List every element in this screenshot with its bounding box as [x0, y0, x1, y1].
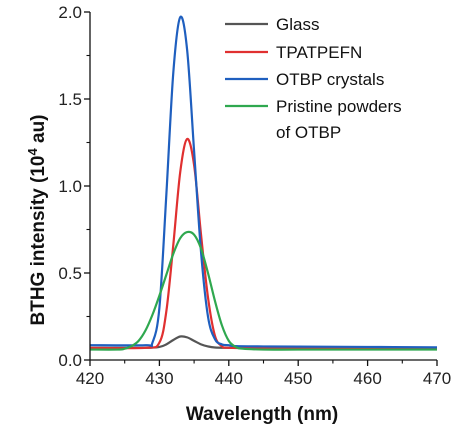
x-tick-label: 430 — [145, 369, 173, 388]
x-tick-label: 460 — [353, 369, 381, 388]
y-axis-title: BTHG intensity (104 au) — [25, 115, 50, 326]
legend-label-glass: Glass — [276, 15, 319, 34]
x-tick-label: 440 — [215, 369, 243, 388]
series-line-tpatpefn — [90, 137, 437, 350]
y-tick-label: 0.5 — [58, 264, 82, 283]
axes-layer — [89, 12, 437, 361]
y-axis-title-sup: 4 — [25, 148, 40, 156]
y-tick-label: 1.0 — [58, 177, 82, 196]
x-axis-title: Wavelength (nm) — [186, 404, 338, 425]
y-tick-label: 0.0 — [58, 351, 82, 370]
series-layer — [90, 15, 437, 351]
x-tick-label: 450 — [284, 369, 312, 388]
legend-label-pristine-powders: Pristine powders — [276, 97, 402, 116]
y-axis-title-main: BTHG intensity (10 — [28, 156, 49, 326]
series-line-pristine-powders-of-otbp — [90, 230, 437, 351]
legend-label-otbp-crystals: OTBP crystals — [276, 70, 384, 89]
ticks-layer: 420 430 440 450 460 470 0.0 0.5 1.0 1.5 2.0 — [58, 3, 451, 388]
y-axis-title-unit: au) — [28, 115, 49, 149]
y-tick-label: 1.5 — [58, 90, 82, 109]
series-line-otbp-crystals — [90, 15, 437, 349]
legend: Glass TPATPEFN OTBP crystals Pristine powde… — [225, 15, 402, 142]
x-tick-label: 470 — [423, 369, 451, 388]
legend-label-tpatpefn: TPATPEFN — [276, 43, 362, 62]
y-tick-label: 2.0 — [58, 3, 82, 22]
x-tick-label: 420 — [76, 369, 104, 388]
legend-label-continued: of OTBP — [276, 123, 341, 142]
